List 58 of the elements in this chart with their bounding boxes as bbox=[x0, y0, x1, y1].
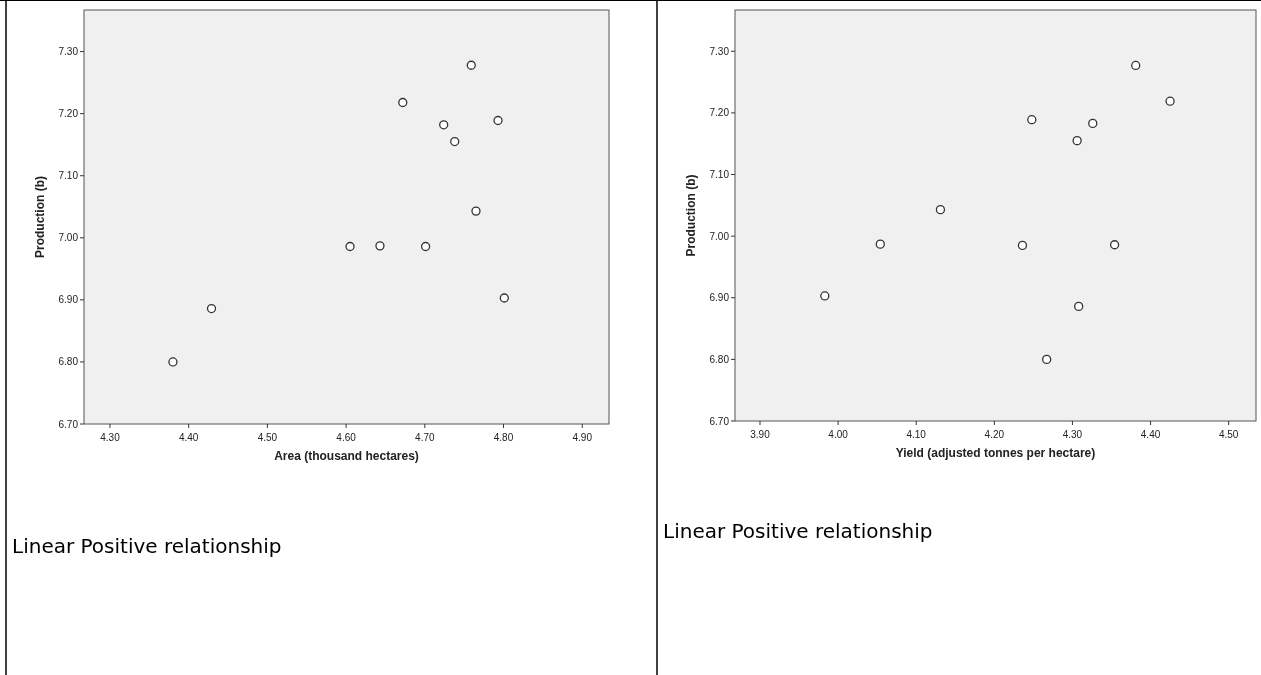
point bbox=[168, 357, 178, 367]
point bbox=[1088, 118, 1098, 129]
point bbox=[398, 97, 408, 108]
point bbox=[1165, 96, 1175, 106]
point bbox=[471, 206, 481, 216]
x-tick-label: 4.00 bbox=[828, 429, 849, 440]
x-tick-label: 4.80 bbox=[493, 432, 514, 443]
point bbox=[206, 303, 217, 314]
point bbox=[375, 241, 385, 251]
point bbox=[1017, 240, 1028, 251]
y-tick-label: 6.90 bbox=[709, 292, 730, 304]
point bbox=[935, 205, 946, 215]
text: Linear Positive relationship bbox=[663, 519, 933, 543]
point bbox=[345, 241, 355, 252]
point bbox=[820, 291, 830, 301]
point bbox=[1074, 301, 1084, 312]
x-tick-label: 4.20 bbox=[984, 429, 1005, 440]
y-tick-label: 6.80 bbox=[709, 353, 730, 365]
point bbox=[875, 239, 885, 249]
point bbox=[1072, 135, 1082, 146]
x-axis-title: Yield (adjusted tonnes per hectare) bbox=[895, 446, 1096, 460]
y-tick-label: 7.30 bbox=[58, 46, 79, 58]
y-tick-label: 6.90 bbox=[58, 294, 79, 306]
point bbox=[1109, 240, 1120, 250]
point bbox=[499, 293, 509, 303]
y-tick-label: 6.70 bbox=[58, 418, 79, 430]
point bbox=[450, 136, 460, 147]
y-tick-label: 6.80 bbox=[58, 356, 79, 368]
y-axis-title: Production (b) bbox=[684, 174, 698, 257]
x-tick-label: 4.10 bbox=[906, 429, 927, 440]
x-tick-label: 4.50 bbox=[257, 432, 278, 443]
text: Linear Positive relationship bbox=[12, 534, 282, 558]
x-tick-label: 4.30 bbox=[100, 432, 121, 443]
x-tick-label: 4.30 bbox=[1062, 429, 1083, 440]
x-tick-label: 4.70 bbox=[415, 432, 435, 443]
x-tick-label: 4.50 bbox=[1218, 429, 1239, 440]
y-tick-label: 7.20 bbox=[58, 108, 79, 120]
point bbox=[1042, 354, 1052, 365]
x-tick-label: 3.90 bbox=[750, 429, 771, 440]
x-tick-label: 4.40 bbox=[1140, 429, 1161, 440]
y-tick-label: 6.70 bbox=[709, 415, 730, 427]
point bbox=[1131, 60, 1141, 71]
point bbox=[466, 60, 476, 70]
point bbox=[420, 241, 431, 252]
y-tick-label: 7.00 bbox=[709, 230, 730, 242]
x-tick-label: 4.60 bbox=[336, 432, 357, 443]
y-tick-label: 7.10 bbox=[58, 170, 79, 182]
x-axis-title: Area (thousand hectares) bbox=[274, 449, 419, 463]
point bbox=[493, 115, 503, 126]
y-tick-label: 7.10 bbox=[709, 169, 730, 181]
x-tick-label: 4.40 bbox=[178, 432, 199, 443]
point bbox=[439, 120, 449, 130]
point bbox=[1027, 115, 1037, 125]
y-axis-title: Production (b) bbox=[33, 176, 47, 258]
x-tick-label: 4.90 bbox=[572, 432, 593, 443]
y-tick-label: 7.30 bbox=[709, 45, 730, 57]
y-tick-label: 7.20 bbox=[709, 107, 730, 119]
y-tick-label: 7.00 bbox=[58, 232, 79, 244]
